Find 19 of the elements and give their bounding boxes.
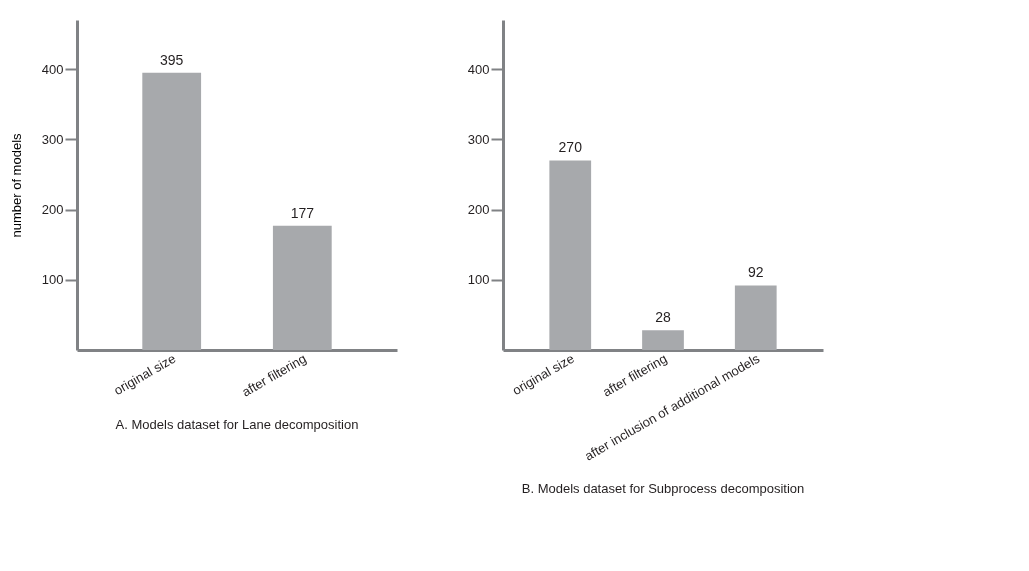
y-axis-title: number of models [8,132,24,238]
y-tick-label: 100 [467,272,490,288]
bar [549,160,592,350]
y-tick-label: 200 [467,202,490,218]
y-tick-label: 100 [41,272,64,288]
text: B. Models dataset for Subprocess decomposition [521,480,805,496]
data-label: 395 [160,51,184,68]
bar [734,285,777,350]
y-tick-label: 300 [467,131,490,147]
data-label: 270 [558,139,583,156]
text: A. Models dataset for Lane decomposition [115,417,359,433]
data-label: 28 [655,309,671,326]
y-tick-label: 200 [41,202,64,218]
data-label: 92 [747,264,764,281]
y-tick-label: 300 [41,131,64,147]
y-tick-label: 400 [467,61,490,77]
y-tick-label: 400 [41,61,64,77]
bar [642,330,684,350]
data-label: 177 [290,204,315,221]
